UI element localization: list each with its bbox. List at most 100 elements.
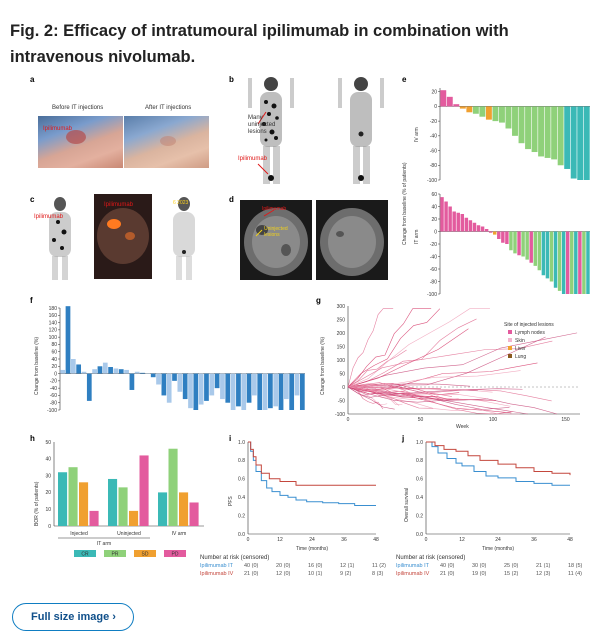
g-ytick-label: 0	[342, 385, 345, 391]
panel-g-spider-plot: Change from baseline (%) Week 3002502001…	[316, 300, 596, 432]
risk-cell: 19 (0)	[472, 571, 486, 577]
e-bot-ytick-label: -40	[430, 254, 437, 260]
f-bar	[252, 374, 257, 396]
f-ytick-label: 100	[49, 335, 58, 341]
g-legend-label: Lung	[515, 354, 526, 360]
e-bot-bar	[554, 232, 557, 288]
j-ytick-label: 0.4	[416, 495, 423, 501]
f-bar	[151, 374, 156, 378]
h-ytick-label: 40	[45, 457, 51, 463]
e-bot-bar	[578, 232, 581, 295]
e-top-bar	[577, 106, 583, 180]
e-bot-bar	[509, 232, 512, 251]
g-ytick-label: 300	[337, 304, 346, 310]
risk-cell: 9 (2)	[340, 571, 351, 577]
e-bot-bar	[469, 220, 472, 231]
f-ytick-label: 20	[51, 364, 57, 370]
f-ytick-label: -60	[50, 393, 57, 399]
panel-d-letter: d	[229, 195, 234, 204]
panel-d-ct-images	[240, 200, 388, 280]
risk-cell: 20 (0)	[276, 563, 290, 569]
h-bar-pr	[169, 449, 178, 526]
h-bar-cr	[158, 492, 167, 526]
full-size-image-button[interactable]: Full size image ›	[12, 603, 134, 631]
f-bar	[177, 374, 182, 392]
j-xtick-label: 12	[459, 537, 465, 543]
f-bar	[263, 374, 268, 410]
j-ytick-label: 0.6	[416, 477, 423, 483]
j-ytick-label: 0.2	[416, 513, 423, 519]
h-legend-label: CR	[81, 552, 89, 558]
h-group-label: Injected	[70, 531, 88, 537]
h-ytick-label: 50	[45, 440, 51, 446]
panel-f-ylabel: Change from baseline (%)	[34, 337, 40, 395]
f-bar	[183, 374, 188, 400]
f-bar	[225, 374, 230, 403]
e-bot-bar	[525, 232, 528, 260]
e-bot-ytick-label: 40	[431, 204, 437, 210]
g-series-line	[348, 337, 546, 387]
i-curve	[248, 442, 376, 485]
e-bot-bar	[566, 232, 569, 295]
e-bot-bar	[562, 232, 565, 295]
f-bar	[108, 367, 113, 374]
risk-cell: 21 (0)	[244, 571, 258, 577]
g-legend-label: Liver	[515, 346, 526, 352]
f-bar	[140, 373, 145, 374]
g-xtick-label: 0	[347, 417, 350, 423]
risk-cell: 40 (0)	[244, 563, 258, 569]
e-bot-ytick-label: -20	[430, 242, 437, 248]
panel-a-after-caption: After IT injections	[145, 105, 191, 111]
panel-c-date: 6 2023	[173, 200, 188, 206]
g-xtick-label: 100	[489, 417, 498, 423]
risk-cell: 21 (0)	[440, 571, 454, 577]
g-legend-swatch	[508, 338, 512, 342]
f-ytick-label: 120	[49, 328, 58, 334]
g-ytick-label: 100	[337, 358, 346, 364]
e-bot-ytick-label: -60	[430, 267, 437, 273]
f-bar	[87, 374, 92, 401]
f-bar	[241, 374, 246, 410]
e-top-ytick-label: -60	[430, 148, 437, 154]
e-top-bar	[532, 106, 538, 152]
h-ytick-label: 0	[48, 524, 51, 530]
f-ytick-label: -40	[50, 386, 57, 392]
panel-a-letter: a	[30, 75, 34, 84]
f-bar	[114, 368, 119, 373]
e-top-bar	[564, 106, 570, 169]
i-xtick-label: 24	[309, 537, 315, 543]
e-bot-bar	[517, 232, 520, 256]
f-ytick-label: 180	[49, 306, 58, 312]
g-xtick-label: 50	[418, 417, 424, 423]
e-top-bar	[558, 106, 564, 165]
e-bot-bar	[586, 232, 589, 295]
g-legend-swatch	[508, 354, 512, 358]
h-ytick-label: 30	[45, 473, 51, 479]
e-bot-ytick-label: -100	[427, 292, 437, 298]
h-bar-pd	[190, 502, 199, 526]
f-bar	[98, 366, 103, 373]
risk-row-label: Ipilimumab IT	[200, 563, 233, 569]
panel-d-label-2: Uninjected lesions	[264, 226, 300, 238]
panel-d-label-1: Ipilimumab	[262, 206, 286, 212]
j-xtick-label: 0	[425, 537, 428, 543]
g-ytick-label: 150	[337, 344, 346, 350]
panel-c-label-1: Ipilimumab	[34, 214, 63, 220]
e-top-bar	[440, 90, 446, 106]
risk-cell: 18 (5)	[568, 563, 582, 569]
risk-cell: 15 (2)	[504, 571, 518, 577]
e-bot-bar	[550, 232, 553, 282]
e-bot-bar	[546, 232, 549, 279]
risk-cell: 21 (1)	[536, 563, 550, 569]
i-xtick-label: 48	[373, 537, 379, 543]
f-bar	[76, 364, 81, 373]
f-ytick-label: -20	[50, 379, 57, 385]
h-bar-sd	[129, 511, 138, 526]
